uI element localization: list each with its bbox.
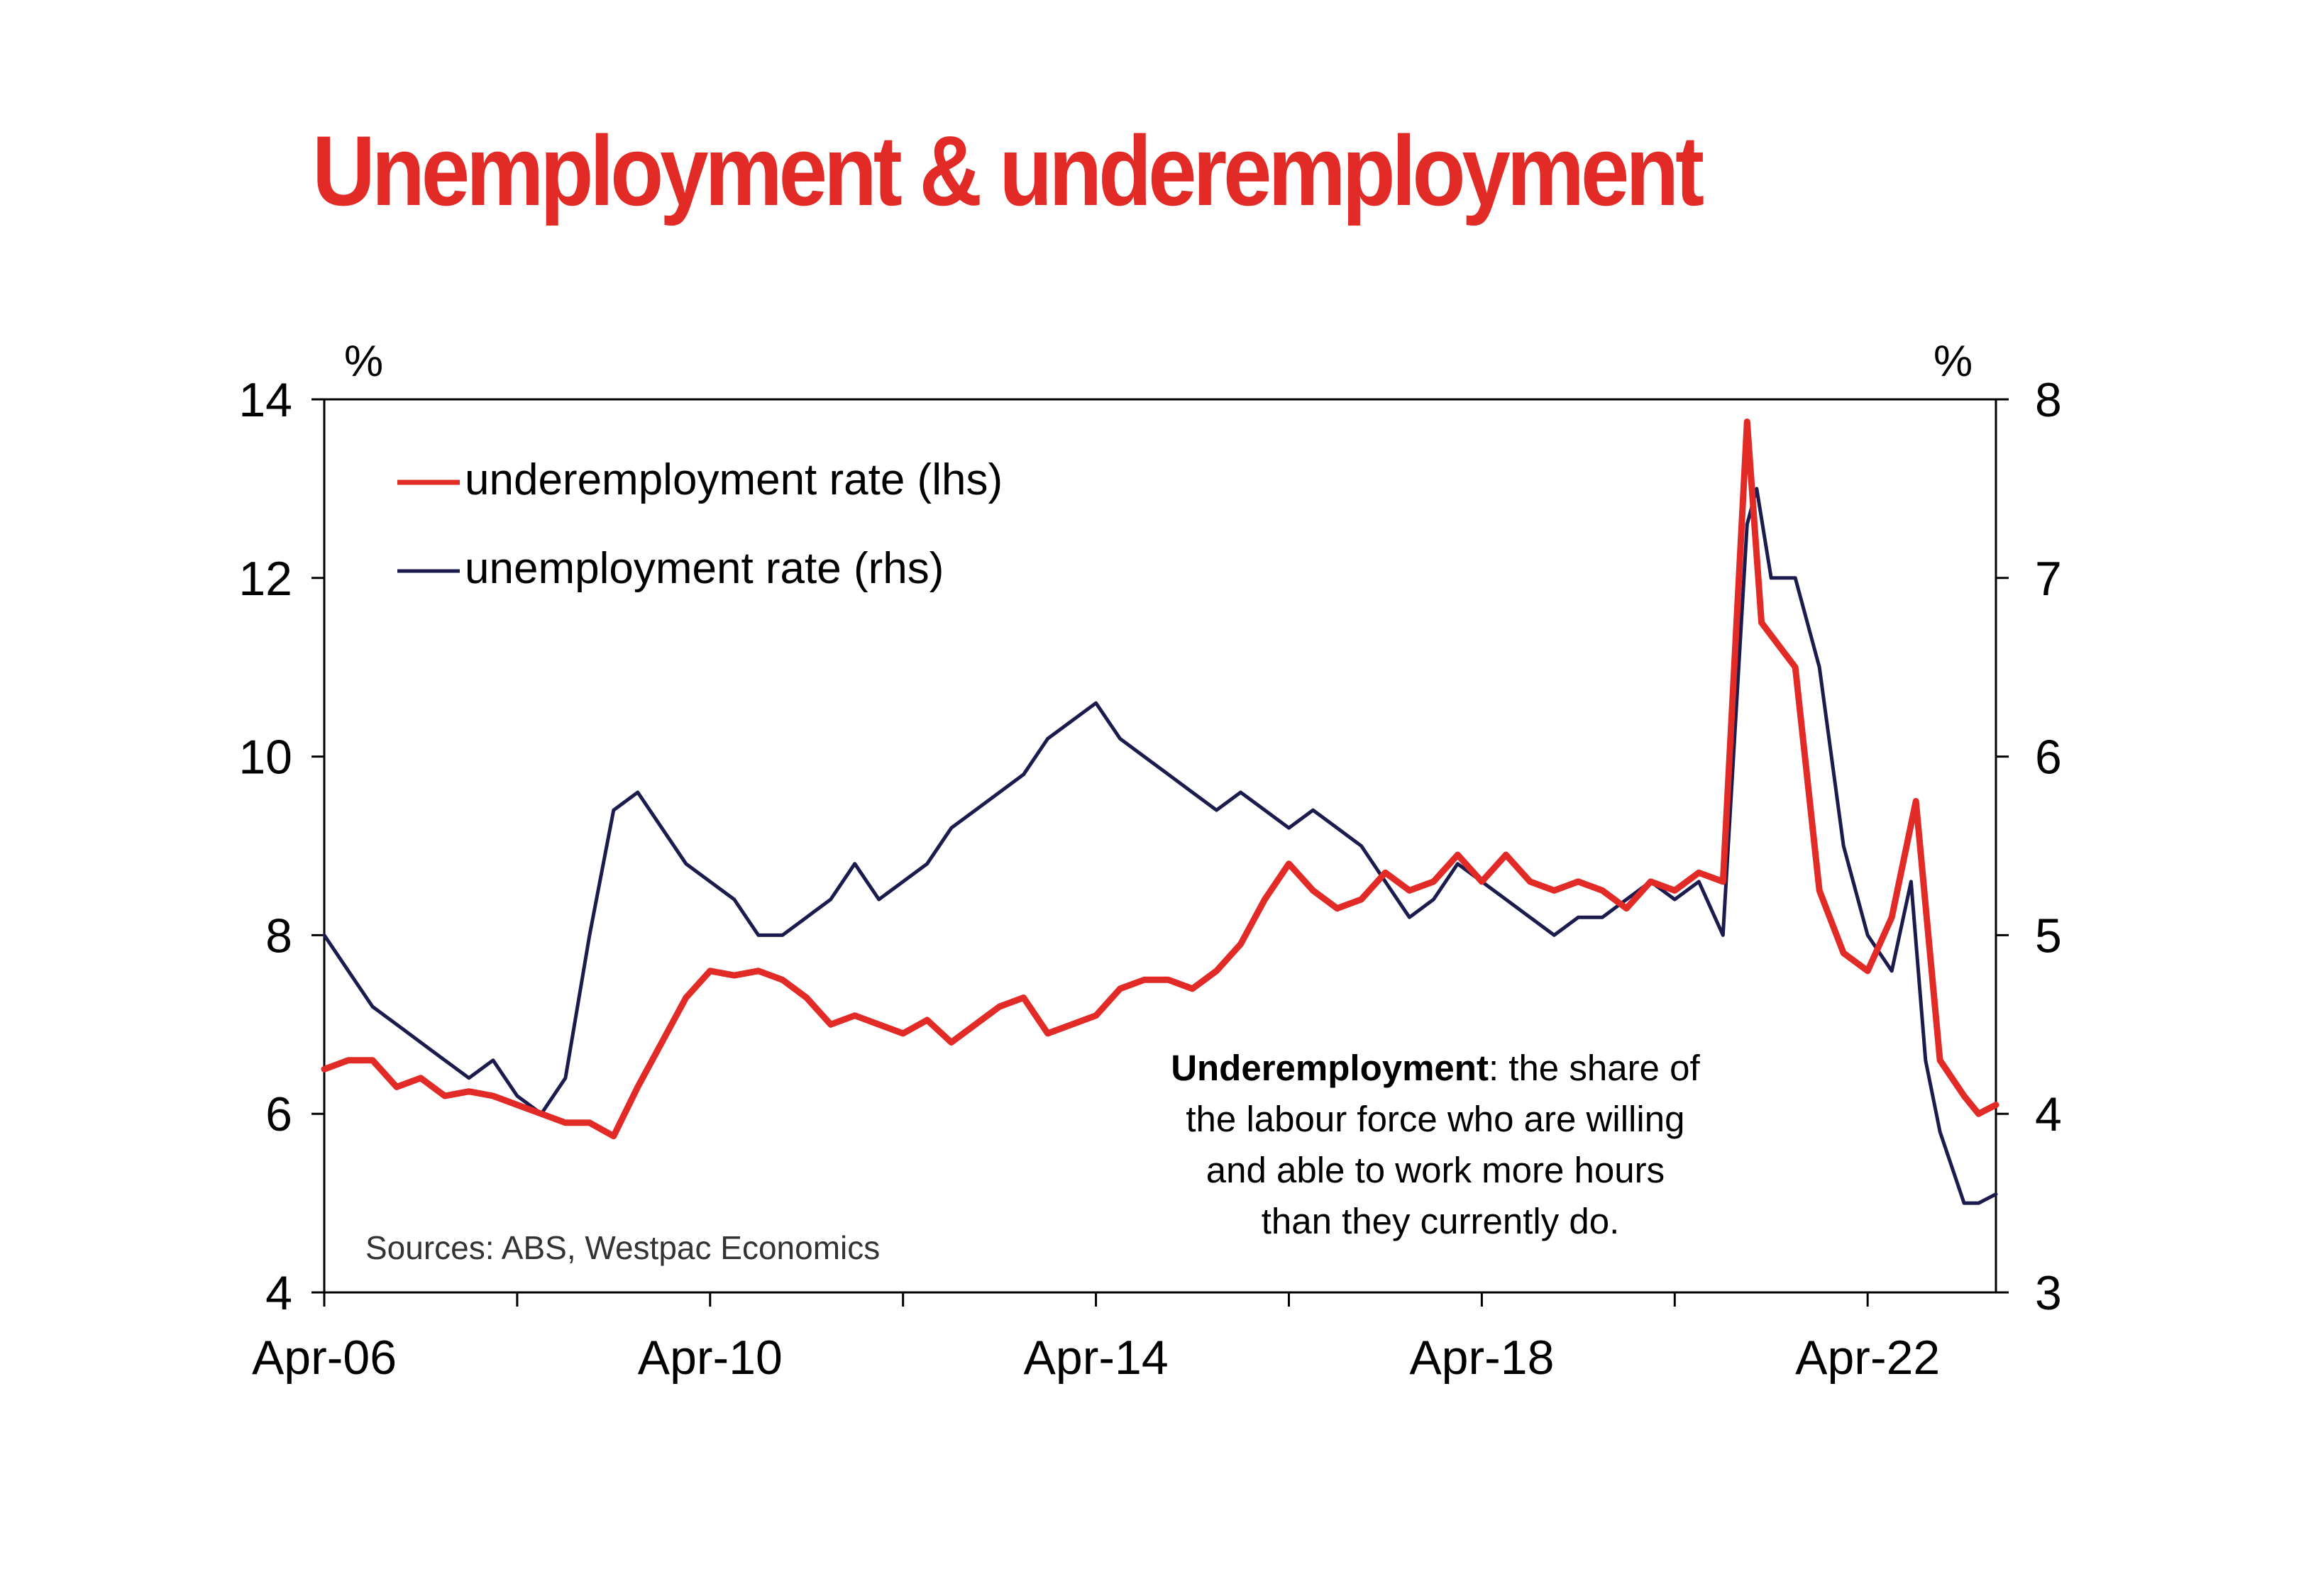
x-tick-label: Apr-18 [1409, 1331, 1554, 1385]
right-y-tick-label: 5 [2035, 909, 2062, 963]
left-y-tick-label: 4 [265, 1266, 292, 1320]
annotation-line-2: the labour force who are willing [1186, 1099, 1684, 1139]
x-tick-label: Apr-14 [1024, 1331, 1169, 1385]
annotation: Underemployment: the share of the labour… [1171, 1048, 1710, 1241]
left-y-tick-label: 14 [238, 373, 292, 427]
underemployment-line [321, 419, 1999, 1140]
source-note: Sources: ABS, Westpac Economics [365, 1229, 880, 1266]
unemployment-line [322, 487, 1998, 1205]
legend: underemployment rate (lhs) unemployment … [397, 455, 1003, 593]
x-tick-label: Apr-06 [252, 1331, 397, 1385]
right-y-tick-label: 7 [2035, 552, 2062, 606]
left-y-tick-label: 12 [238, 552, 292, 606]
x-tick-label: Apr-10 [638, 1331, 783, 1385]
left-y-tick-label: 8 [265, 909, 292, 963]
left-y-tick-label: 10 [238, 731, 292, 785]
annotation-line-1: : the share of [1489, 1048, 1701, 1088]
annotation-line-4: than they currently do. [1262, 1201, 1620, 1241]
left-y-tick-label: 6 [265, 1087, 292, 1141]
left-axis-unit: % [344, 337, 383, 386]
right-y-tick-label: 3 [2035, 1266, 2062, 1320]
annotation-line-3: and able to work more hours [1206, 1150, 1665, 1190]
legend-label-unemployment: unemployment rate (rhs) [465, 544, 944, 593]
series-lines [321, 419, 1999, 1205]
right-y-tick-label: 4 [2035, 1087, 2062, 1141]
right-y-tick-label: 8 [2035, 373, 2062, 427]
annotation-bold: Underemployment [1171, 1048, 1489, 1088]
chart-title: Unemployment & underemployment [312, 115, 1704, 226]
legend-label-underemployment: underemployment rate (lhs) [465, 455, 1003, 504]
axes: 4 6 8 10 12 14 3 4 5 6 7 8 Apr-06 Apr-10 Apr-14 Apr-18 A… [238, 373, 2061, 1385]
right-y-tick-label: 6 [2035, 731, 2062, 785]
x-tick-label: Apr-22 [1795, 1331, 1940, 1385]
right-axis-unit: % [1933, 337, 1973, 386]
